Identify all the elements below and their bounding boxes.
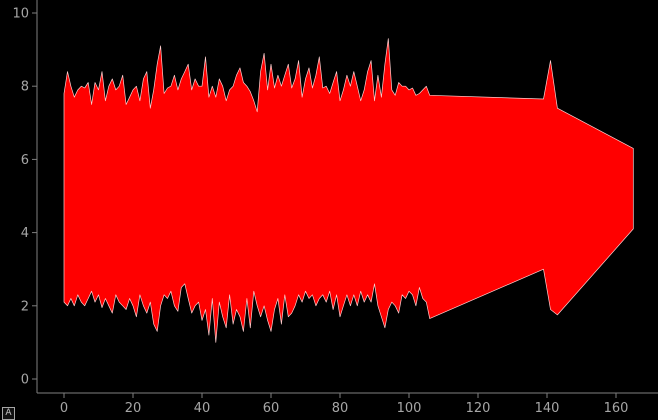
series-band-0 <box>63 38 634 343</box>
y-tick-label: 6 <box>21 153 29 168</box>
y-tick-label: 2 <box>21 299 29 314</box>
x-tick-label: 60 <box>263 401 280 416</box>
x-tick-label: 80 <box>332 401 349 416</box>
series-band-layer <box>63 38 634 343</box>
y-tick-label: 8 <box>21 80 29 95</box>
x-tick-label: 0 <box>60 401 68 416</box>
axes <box>36 0 658 394</box>
y-tick-label: 0 <box>21 373 29 388</box>
y-tick-label: 10 <box>12 7 29 22</box>
x-tick-label: 160 <box>604 401 629 416</box>
x-tick-label: 20 <box>125 401 142 416</box>
auto-range-button[interactable]: A <box>2 407 15 420</box>
x-tick-label: 40 <box>194 401 211 416</box>
x-tick-label: 140 <box>535 401 560 416</box>
tick-layer: 0 20 40 60 80 100 120 140 160 0 2 4 6 8 10 <box>12 7 628 417</box>
x-tick-label: 100 <box>397 401 422 416</box>
x-tick-label: 120 <box>466 401 491 416</box>
y-tick-label: 4 <box>21 226 29 241</box>
